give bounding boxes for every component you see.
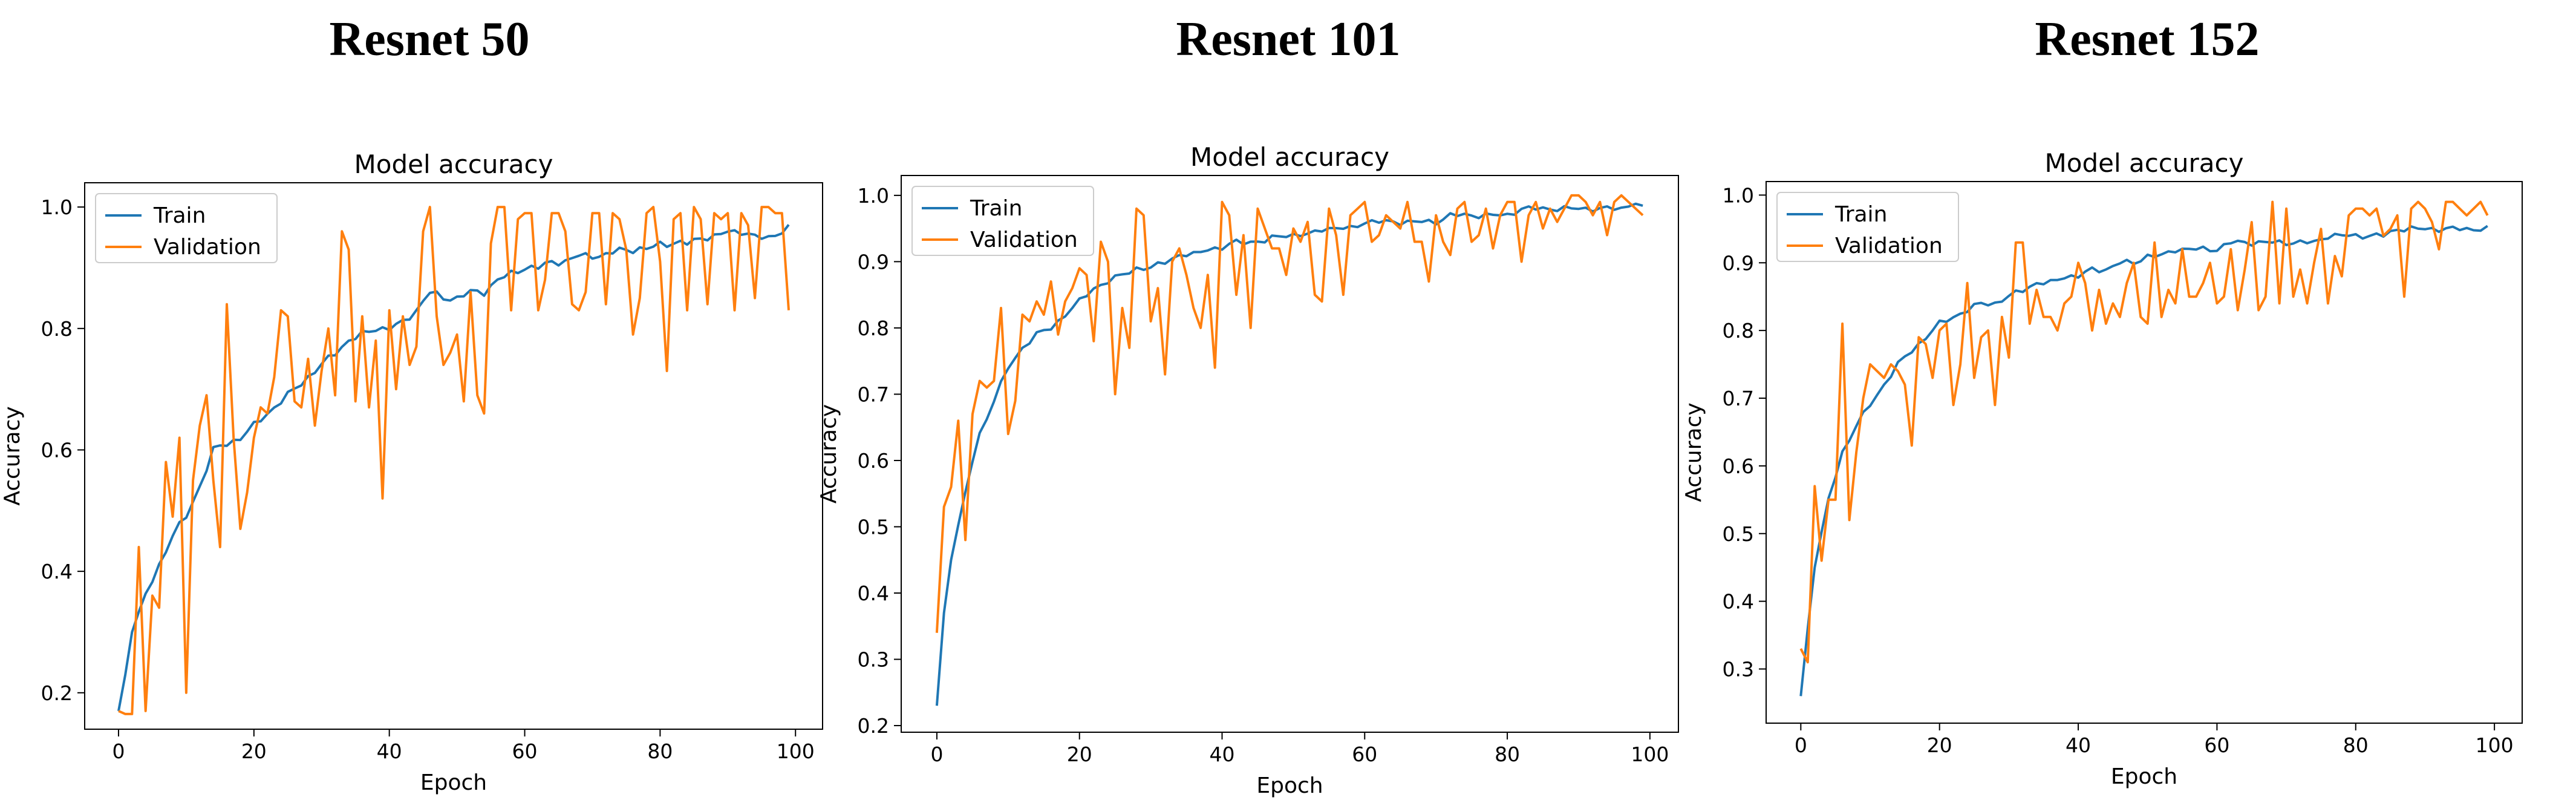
accuracy-chart: Model accuracy 0 20 40 60 80 100 0.2 0.3 0.4 0.5 0.…: [817, 142, 1679, 798]
y-tick-label: 0.9: [858, 250, 889, 274]
x-tick-label: 80: [1495, 743, 1520, 766]
panel-resnet-50: Resnet 50 Model accuracy 0 20 40 60 80 100 0.2 0…: [0, 0, 859, 800]
x-tick-label: 100: [1631, 743, 1669, 766]
series-line-train: [1799, 225, 2488, 697]
series-line-validation: [118, 206, 790, 715]
y-tick-label: 0.4: [41, 560, 73, 583]
y-tick-label: 0.8: [41, 317, 73, 341]
y-tick-label: 0.7: [1723, 387, 1754, 410]
series-line-train: [935, 202, 1643, 706]
x-tick-label: 40: [377, 739, 402, 763]
panel-heading: Resnet 101: [1176, 13, 1401, 66]
x-tick-label: 0: [930, 743, 943, 766]
legend-entry: Train: [1834, 202, 1887, 227]
accuracy-chart: Model accuracy 0 20 40 60 80 100 0.3 0.4 0.5 0.6 0.…: [1681, 148, 2523, 789]
y-tick-label: 0.9: [1723, 251, 1754, 275]
x-tick-label: 40: [2066, 733, 2091, 757]
x-tick-label: 80: [2343, 733, 2369, 757]
plot-frame: [901, 175, 1679, 733]
y-tick-label: 0.7: [858, 382, 889, 406]
panel-heading: Resnet 152: [2035, 13, 2260, 66]
x-tick-label: 80: [647, 739, 673, 763]
series-line-validation: [935, 194, 1644, 633]
y-tick-label: 0.6: [1723, 454, 1754, 478]
y-tick-label: 0.3: [858, 648, 889, 672]
x-tick-label: 20: [1927, 733, 1952, 757]
plot-title: Model accuracy: [2045, 148, 2244, 178]
y-tick-label: 1.0: [1723, 183, 1754, 207]
y-tick-label: 0.8: [1723, 319, 1754, 343]
y-tick-label: 0.2: [858, 714, 889, 738]
y-tick-label: 1.0: [41, 195, 73, 219]
legend-box: [911, 186, 1094, 256]
x-tick-label: 20: [241, 739, 267, 763]
y-axis-label: Accuracy: [817, 404, 841, 503]
x-tick-label: 60: [1352, 743, 1377, 766]
accuracy-chart: Model accuracy 0 20 40 60 80 100 0.2 0.4 0.6 0.8 1.…: [0, 149, 823, 795]
y-tick-label: 0.6: [858, 449, 889, 473]
legend-box: [1776, 192, 1959, 262]
plot-frame: [84, 182, 823, 730]
plot-title: Model accuracy: [1190, 142, 1389, 172]
panel-heading: Resnet 50: [329, 13, 530, 66]
y-tick-label: 0.6: [41, 438, 73, 462]
plot-title: Model accuracy: [354, 149, 553, 179]
x-axis-label: Epoch: [2111, 764, 2177, 789]
plot-frame: [1766, 181, 2523, 724]
x-tick-label: 0: [112, 739, 125, 763]
legend-entry: Validation: [970, 228, 1078, 252]
y-tick-label: 0.2: [41, 681, 73, 705]
y-axis-label: Accuracy: [0, 406, 25, 505]
legend-box: [95, 193, 278, 263]
x-tick-label: 60: [512, 739, 538, 763]
y-tick-label: 0.8: [858, 316, 889, 340]
panel-resnet-101: Resnet 101 Model accuracy 0 20 40 60 80 100 0.2…: [817, 0, 1718, 800]
x-tick-label: 40: [1210, 743, 1235, 766]
y-axis-label: Accuracy: [1681, 402, 1706, 502]
x-tick-label: 100: [2476, 733, 2514, 757]
y-tick-label: 1.0: [858, 184, 889, 208]
series-line-validation: [1799, 200, 2489, 664]
x-tick-label: 0: [1795, 733, 1807, 757]
panel-resnet-152: Resnet 152 Model accuracy 0 20 40 60 80 100 0.3…: [1681, 0, 2576, 800]
y-tick-label: 0.4: [1723, 590, 1754, 614]
legend-entry: Validation: [1835, 234, 1943, 258]
legend-entry: Validation: [154, 235, 261, 260]
legend-entry: Train: [970, 196, 1022, 221]
x-tick-label: 20: [1067, 743, 1092, 766]
legend-entry: Train: [153, 203, 206, 228]
series-line-train: [117, 224, 790, 712]
x-tick-label: 100: [777, 739, 815, 763]
y-tick-label: 0.4: [858, 582, 889, 605]
x-tick-label: 60: [2204, 733, 2229, 757]
y-tick-label: 0.3: [1723, 658, 1754, 681]
y-tick-label: 0.5: [858, 515, 889, 539]
x-axis-label: Epoch: [1256, 773, 1323, 798]
x-axis-label: Epoch: [420, 770, 487, 795]
y-tick-label: 0.5: [1723, 522, 1754, 546]
